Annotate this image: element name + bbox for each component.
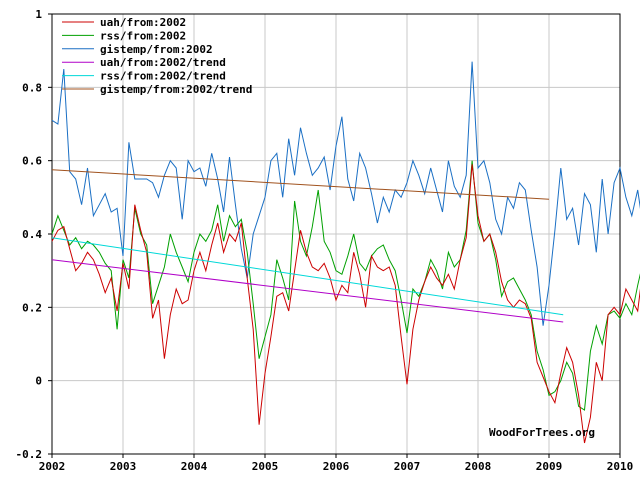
legend-label-4: rss/from:2002/trend bbox=[100, 70, 226, 83]
x-tick-label-0: 2002 bbox=[39, 460, 66, 473]
credit-label: WoodForTrees.org bbox=[489, 426, 595, 439]
legend-label-0: uah/from:2002 bbox=[100, 16, 186, 29]
legend-label-5: gistemp/from:2002/trend bbox=[100, 83, 252, 96]
series-layer bbox=[51, 61, 640, 444]
x-tick-label-3: 2005 bbox=[252, 460, 279, 473]
x-tick-label-4: 2006 bbox=[323, 460, 350, 473]
y-tick-label-5: 0.8 bbox=[22, 81, 42, 94]
y-tick-label-6: 1 bbox=[35, 8, 42, 21]
x-tick-label-6: 2008 bbox=[465, 460, 492, 473]
x-tick-label-2: 2004 bbox=[181, 460, 208, 473]
x-axis-ticks: 2002 2003 2004 2005 2006 2007 2008 2009 2010 bbox=[39, 454, 634, 473]
x-tick-label-1: 2003 bbox=[110, 460, 137, 473]
gridlines bbox=[51, 13, 621, 455]
y-tick-label-4: 0.6 bbox=[22, 155, 42, 168]
series-line-uah-from-2002-trend bbox=[51, 259, 564, 323]
series-line-rss-from-2002 bbox=[51, 160, 640, 411]
series-line-uah-from-2002 bbox=[51, 164, 640, 444]
series-line-rss-from-2002-trend bbox=[51, 237, 564, 316]
legend: uah/from:2002rss/from:2002gistemp/from:2… bbox=[62, 16, 252, 96]
y-tick-label-0: -0.2 bbox=[16, 448, 43, 461]
y-tick-label-3: 0.4 bbox=[22, 228, 42, 241]
y-tick-label-2: 0.2 bbox=[22, 301, 42, 314]
legend-label-2: gistemp/from:2002 bbox=[100, 43, 213, 56]
y-axis-ticks: -0.2 0 0.2 0.4 0.6 0.8 1 bbox=[16, 8, 52, 461]
series-line-gistemp-from-2002-trend bbox=[51, 169, 550, 200]
y-tick-label-1: 0 bbox=[35, 375, 42, 388]
legend-label-3: uah/from:2002/trend bbox=[100, 56, 226, 69]
x-tick-label-5: 2007 bbox=[394, 460, 421, 473]
x-tick-label-7: 2009 bbox=[536, 460, 563, 473]
legend-label-1: rss/from:2002 bbox=[100, 29, 186, 42]
x-tick-label-8: 2010 bbox=[607, 460, 634, 473]
